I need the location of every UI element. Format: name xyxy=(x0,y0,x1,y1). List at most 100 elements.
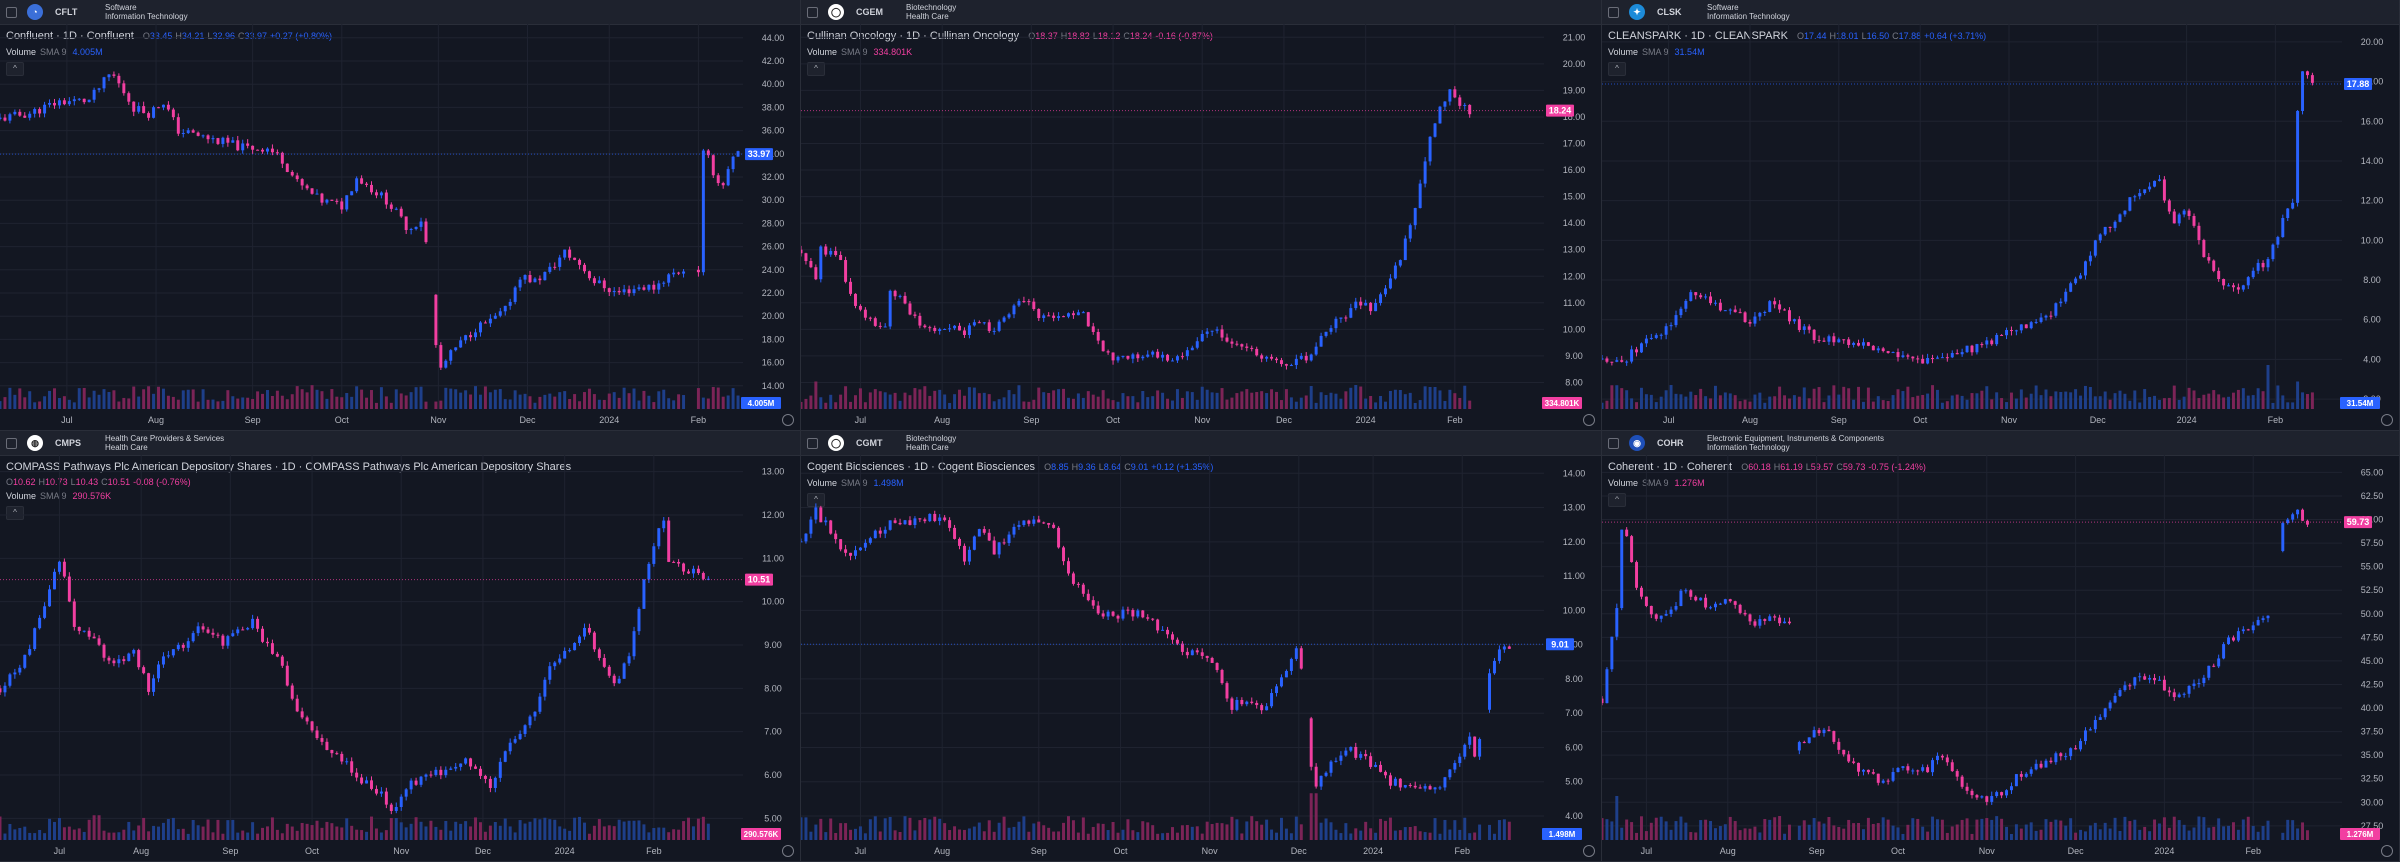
collapse-legend-button[interactable]: ^ xyxy=(1608,62,1626,76)
candle-body xyxy=(394,208,398,210)
volume-bar xyxy=(1723,824,1727,840)
volume-bar xyxy=(548,819,552,840)
select-checkbox[interactable] xyxy=(6,6,17,18)
volume-bar xyxy=(2286,819,2290,840)
candle-body xyxy=(2059,753,2063,757)
candle-body xyxy=(53,102,56,106)
settings-gear-icon[interactable] xyxy=(2381,414,2393,426)
select-checkbox[interactable] xyxy=(1608,437,1619,449)
ticker-label[interactable]: CMPS xyxy=(55,438,82,448)
settings-gear-icon[interactable] xyxy=(782,845,794,857)
ticker-label[interactable]: CFLT xyxy=(55,7,78,17)
collapse-legend-button[interactable]: ^ xyxy=(6,62,24,76)
select-checkbox[interactable] xyxy=(6,437,17,449)
volume-bar xyxy=(2222,397,2226,409)
candle-body xyxy=(918,315,922,326)
ohlc-h-value: 61.19 xyxy=(1780,462,1803,472)
collapse-legend-button[interactable]: ^ xyxy=(807,62,825,76)
volume-bar xyxy=(863,833,867,840)
collapse-legend-button[interactable]: ^ xyxy=(1608,493,1626,507)
ticker-label[interactable]: CLSK xyxy=(1657,7,1682,17)
y-tick-label: 15.00 xyxy=(1563,192,1586,202)
volume-bar xyxy=(1822,402,1826,409)
candle-body xyxy=(1694,596,1698,601)
price-chart[interactable]: 14.0013.0012.0011.0010.009.008.007.006.0… xyxy=(801,431,1602,862)
chart-panel-clsk[interactable]: ✦ CLSK Software Information Technology C… xyxy=(1602,0,2400,431)
candle-body xyxy=(434,769,438,776)
candle-body xyxy=(261,628,265,642)
settings-gear-icon[interactable] xyxy=(782,414,794,426)
candle-body xyxy=(967,325,971,336)
price-tag-bg xyxy=(745,573,773,586)
volume-bar xyxy=(1408,826,1412,840)
volume-bar xyxy=(1171,827,1174,840)
price-chart[interactable]: 20.0018.0016.0014.0012.0010.008.006.004.… xyxy=(1602,0,2400,431)
ohlc-h-value: 9.36 xyxy=(1078,462,1096,472)
y-tick-label: 7.00 xyxy=(1565,708,1583,718)
candle-body xyxy=(2261,262,2265,268)
volume-bar xyxy=(726,395,730,409)
volume-bar xyxy=(962,395,966,409)
candle-body xyxy=(573,643,577,651)
select-checkbox[interactable] xyxy=(807,437,818,449)
chart-panel-cflt[interactable]: ◔ CFLT Software Information Technology C… xyxy=(0,0,801,431)
chart-panel-cgmt[interactable]: ◯ CGMT Biotechnology Health Care Cogent … xyxy=(801,431,1602,862)
x-tick-label: Dec xyxy=(2090,415,2107,425)
settings-gear-icon[interactable] xyxy=(1583,845,1595,857)
candle-body xyxy=(1086,593,1090,601)
candle-body xyxy=(464,335,468,341)
price-chart[interactable]: 21.0020.0019.0018.0017.0016.0015.0014.00… xyxy=(801,0,1602,431)
candle-body xyxy=(1822,729,1826,734)
chart-title-row: COMPASS Pathways Plc American Depository… xyxy=(6,461,571,473)
volume-bar xyxy=(657,827,661,840)
price-chart[interactable]: 44.0042.0040.0038.0036.0034.0032.0030.00… xyxy=(0,0,801,431)
volume-bar xyxy=(1032,399,1036,409)
candle-body xyxy=(1215,662,1219,670)
price-chart[interactable]: 13.0012.0011.0010.009.008.007.006.005.00… xyxy=(0,431,801,862)
candle-body xyxy=(439,345,443,368)
ticker-label[interactable]: CGEM xyxy=(856,7,883,17)
candle-body xyxy=(300,711,304,718)
volume-bar xyxy=(2000,818,2004,840)
candle-body xyxy=(513,739,517,743)
select-checkbox[interactable] xyxy=(807,6,818,18)
candle-body xyxy=(2059,301,2063,304)
candle-body xyxy=(2014,330,2018,332)
ticker-label[interactable]: COHR xyxy=(1657,438,1684,448)
candle-body xyxy=(320,193,324,203)
candle-body xyxy=(2029,769,2033,774)
collapse-legend-button[interactable]: ^ xyxy=(6,506,24,520)
x-tick-label: Feb xyxy=(1447,415,1463,425)
volume-bar xyxy=(2143,826,2147,840)
candle-body xyxy=(439,769,443,776)
volume-bar xyxy=(1091,394,1095,409)
select-checkbox[interactable] xyxy=(1608,6,1619,18)
volume-bar xyxy=(819,397,823,409)
volume-bar xyxy=(1847,388,1851,409)
chart-title: Confluent · 1D · Confluent xyxy=(6,30,134,42)
volume-bar xyxy=(2118,830,2122,840)
chart-panel-cohr[interactable]: ◉ COHR Electronic Equipment, Instruments… xyxy=(1602,431,2400,862)
candle-body xyxy=(2148,677,2152,680)
candle-body xyxy=(1852,342,1856,345)
candle-body xyxy=(2049,760,2053,763)
price-chart[interactable]: 65.0062.5060.0057.5055.0052.5050.0047.50… xyxy=(1602,431,2400,862)
candle-body xyxy=(1807,737,1811,744)
volume-bar xyxy=(2014,824,2018,840)
volume-bar xyxy=(854,395,857,409)
volume-bar xyxy=(137,396,141,409)
chart-panel-cmps[interactable]: ◍ CMPS Health Care Providers & Services … xyxy=(0,431,801,862)
settings-gear-icon[interactable] xyxy=(1583,414,1595,426)
y-tick-label: 32.00 xyxy=(762,172,785,182)
volume-bar xyxy=(246,397,250,409)
candle-body xyxy=(607,288,611,293)
volume-bar xyxy=(2182,396,2186,409)
candle-body xyxy=(1299,355,1303,359)
settings-gear-icon[interactable] xyxy=(2381,845,2393,857)
chart-panel-cgem[interactable]: ◯ CGEM Biotechnology Health Care Cullina… xyxy=(801,0,1602,431)
ticker-label[interactable]: CGMT xyxy=(856,438,883,448)
volume-bar xyxy=(166,819,170,840)
volume-bar xyxy=(454,389,458,409)
x-tick-label: Oct xyxy=(305,846,320,856)
candle-body xyxy=(888,520,892,530)
